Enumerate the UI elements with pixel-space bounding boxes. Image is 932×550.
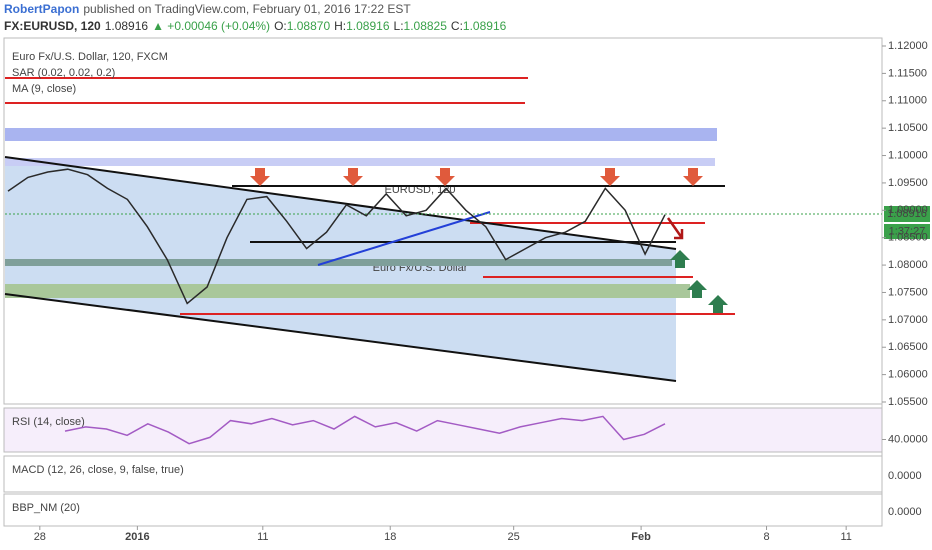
zone xyxy=(5,158,715,166)
channel-fill xyxy=(5,157,676,381)
bbp-title: BBP_NM (20) xyxy=(12,502,80,514)
y-tick-label: 1.07500 xyxy=(888,286,928,298)
y-tick-label: 1.07000 xyxy=(888,314,928,326)
y-tick-label: 1.06000 xyxy=(888,369,928,381)
header-line-1: RobertPapon published on TradingView.com,… xyxy=(4,2,411,16)
o-label: O: xyxy=(274,19,287,33)
x-tick-label: 18 xyxy=(384,531,396,543)
x-tick-label: Feb xyxy=(631,531,651,543)
l-label: L: xyxy=(394,19,404,33)
macd-tick: 0.0000 xyxy=(888,470,922,482)
y-tick-label: 1.12000 xyxy=(888,40,928,52)
up-arrows xyxy=(670,250,728,313)
y-tick-label: 1.08000 xyxy=(888,259,928,271)
ticker: FX:EURUSD, 120 xyxy=(4,19,101,33)
zone xyxy=(5,128,717,141)
h-label: H: xyxy=(334,19,346,33)
header-line-2: FX:EURUSD, 120 1.08916 ▲ +0.00046 (+0.04%)… xyxy=(4,19,507,33)
last: 1.08916 xyxy=(105,19,149,33)
author: RobertPapon xyxy=(4,2,79,16)
countdown-text: 1:37:27 xyxy=(889,225,926,237)
x-tick-label: 28 xyxy=(34,531,46,543)
x-tick-label: 11 xyxy=(257,531,268,543)
legend-item: MA (9, close) xyxy=(12,83,76,95)
x-tick-label: 25 xyxy=(508,531,520,543)
series-line xyxy=(7,168,666,305)
legend-item: SAR (0.02, 0.02, 0.2) xyxy=(12,67,115,79)
bbp-tick: 0.0000 xyxy=(888,506,922,518)
y-tick-label: 1.09500 xyxy=(888,177,928,189)
y-tick-label: 1.09000 xyxy=(888,204,928,216)
y-tick-label: 1.10000 xyxy=(888,149,928,161)
y-tick-label: 1.11500 xyxy=(888,67,927,79)
rsi-pane xyxy=(3,407,883,453)
red-levels xyxy=(5,77,735,315)
low: 1.08825 xyxy=(404,19,448,33)
open: 1.08870 xyxy=(287,19,331,33)
x-tick-label: 11 xyxy=(840,531,851,543)
y-tick-label: 1.11000 xyxy=(888,95,927,107)
rsi-title: RSI (14, close) xyxy=(12,416,85,428)
price-tag-text: 1.08916 xyxy=(887,208,927,220)
series-line xyxy=(64,415,666,445)
legend-item: Euro Fx/U.S. Dollar, 120, FXCM xyxy=(12,51,168,63)
close: 1.08916 xyxy=(463,19,507,33)
arrow xyxy=(666,217,684,240)
high: 1.08916 xyxy=(346,19,390,33)
published: published on TradingView.com, February 0… xyxy=(83,2,411,16)
zone xyxy=(5,259,672,266)
rsi-tick-label: 40.0000 xyxy=(888,433,928,445)
y-tick-label: 1.06500 xyxy=(888,341,928,353)
countdown-tag xyxy=(884,224,930,239)
down-arrows xyxy=(250,168,703,186)
black-levels xyxy=(4,156,725,382)
change: ▲ +0.00046 (+0.04%) xyxy=(152,19,270,33)
y-tick-label: 1.05500 xyxy=(888,396,928,408)
c-label: C: xyxy=(451,19,463,33)
y-tick-label: 1.10500 xyxy=(888,122,928,134)
x-tick-label: 8 xyxy=(763,531,769,543)
macd-title: MACD (12, 26, close, 9, false, true) xyxy=(12,464,184,476)
x-tick-label: 2016 xyxy=(125,531,149,543)
price-tag xyxy=(884,206,930,222)
zone xyxy=(5,284,690,298)
trendline xyxy=(317,211,491,266)
y-tick-label: 1.08500 xyxy=(888,232,928,244)
